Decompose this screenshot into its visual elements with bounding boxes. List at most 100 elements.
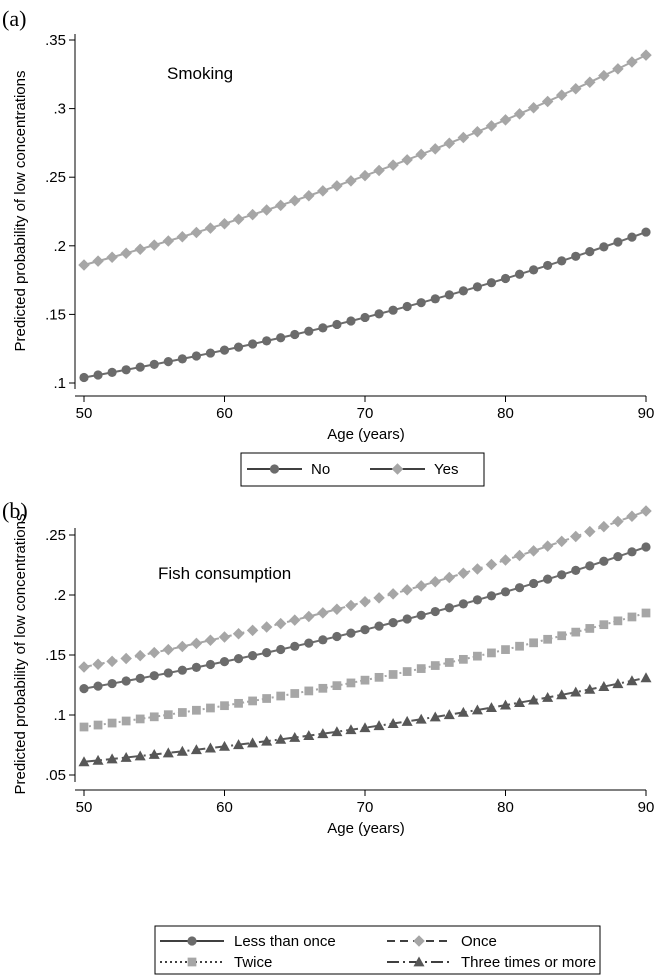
panel-b-data-point: [149, 671, 159, 681]
panel-b-data-point: [555, 535, 568, 548]
panel-b-data-point: [219, 657, 230, 667]
panel-b-legend-label: Once: [461, 933, 497, 950]
panel-a-data-point: [626, 56, 638, 68]
panel-b-y-ticks: .05 .1 .15 .2 .25: [45, 527, 75, 784]
panel-b-data-point: [529, 578, 539, 589]
panel-b-x-tick-label: 90: [638, 799, 655, 816]
panel-b-data-point: [190, 637, 203, 650]
panel-a-data-point: [513, 108, 526, 120]
panel-b-data-point: [387, 588, 399, 600]
panel-b-x-axis-title: Age (years): [327, 820, 405, 837]
panel-b-data-point: [134, 750, 146, 761]
panel-a-data-point: [276, 333, 286, 343]
panel-b-x-tick-label: 50: [76, 799, 93, 816]
panel-b-data-point: [612, 678, 624, 689]
panel-b-legend-item: Three times or more: [387, 954, 596, 971]
panel-b-data-point: [359, 722, 371, 733]
panel-a-data-point: [304, 326, 314, 336]
panel-b-data-point: [486, 591, 497, 601]
panel-b-data-point: [429, 575, 441, 588]
panel-a-data-point: [233, 342, 244, 352]
panel-b-data-point: [276, 644, 286, 655]
panel-a-data-point: [499, 114, 512, 126]
panel-b-data-point: [415, 713, 427, 724]
panel-b-data-point: [513, 549, 526, 562]
panel-b-data-point: [78, 756, 90, 767]
panel-b-data-point: [331, 726, 343, 737]
panel-a-legend-marker: [391, 463, 404, 475]
panel-b-data-point: [205, 659, 216, 670]
panel-a-data-point: [443, 137, 456, 149]
panel-b-data-point: [501, 645, 510, 654]
panel-b-y-tick-label: .05: [45, 767, 66, 784]
panel-a-x-tick-label: 80: [497, 405, 514, 422]
panel-a-data-point: [543, 260, 553, 271]
panel-b-data-point: [598, 520, 610, 533]
panel-b-data-point: [471, 563, 484, 575]
panel-a-data-point: [360, 312, 370, 323]
panel-b-data-point: [627, 612, 637, 622]
panel-b-data-point: [134, 649, 146, 662]
panel-b-data-point: [220, 701, 229, 711]
panel-b-data-point: [360, 625, 370, 635]
panel-a-data-point: [177, 354, 187, 364]
panel-b-data-point: [514, 697, 526, 708]
panel-b-data-point: [346, 628, 356, 638]
panel-a-y-tick-label: .3: [53, 101, 66, 118]
panel-a-data-point: [331, 180, 343, 192]
panel-b-legend-item: Less than once: [160, 933, 336, 950]
panel-b-data-point: [472, 595, 482, 605]
panel-b-data-point: [135, 714, 145, 724]
panel-b-data-point: [570, 686, 582, 697]
panel-b-data-point: [121, 676, 131, 686]
panel-b-data-point: [458, 654, 468, 664]
panel-a-series-line: [83, 54, 647, 266]
panel-a-legend-entries: No Yes: [247, 461, 458, 478]
panel-b-series-three-times-or-more: [78, 672, 652, 767]
panel-a-series-yes: [78, 49, 652, 271]
panel-b-data-point: [78, 661, 90, 673]
panel-a-data-point: [429, 143, 441, 155]
panel-b-data-point: [415, 580, 427, 592]
panel-b-data-point: [232, 627, 245, 640]
panel-a-x-tick-label: 60: [216, 405, 233, 422]
panel-b-data-point: [248, 696, 257, 706]
panel-b-data-point: [107, 718, 117, 728]
panel-b-data-point: [120, 751, 132, 762]
panel-b-legend-item: Once: [387, 933, 497, 950]
panel-b-data-point: [402, 614, 412, 624]
panel-a-data-point: [401, 154, 413, 166]
panel-b-data-point: [234, 698, 243, 708]
panel-b-data-point: [93, 681, 103, 691]
panel-a-data-point: [373, 164, 385, 177]
panel-a-legend-item: No: [247, 461, 330, 478]
panel-a-data-point: [415, 148, 427, 161]
panel-b-data-point: [303, 730, 315, 741]
panel-a-data-point: [571, 251, 581, 261]
panel-a-data-point: [585, 247, 595, 257]
panel-b-data-point: [148, 646, 160, 659]
panel-a-x-tick-label: 50: [76, 405, 93, 422]
panel-b-data-point: [317, 607, 329, 619]
panel-a-data-point: [613, 237, 623, 247]
panel-a-data-point: [163, 357, 173, 367]
panel-b-data-point: [204, 742, 216, 753]
panel-b-data-point: [148, 748, 160, 759]
panel-b-data-point: [584, 683, 596, 694]
panel-a-x-ticks: 50 60 70 80 90: [76, 396, 654, 422]
panel-a-data-point: [79, 372, 89, 383]
panel-a-data-point: [162, 235, 175, 247]
panel-b-data-point: [275, 733, 287, 744]
panel-a-legend: No Yes: [240, 452, 485, 487]
panel-b-data-point: [557, 631, 567, 641]
panel-b-data-point: [247, 737, 259, 748]
panel-b-data-point: [471, 704, 483, 715]
panel-b-data-point: [373, 592, 385, 604]
panel-a-data-point: [218, 217, 231, 230]
panel-a-data-point: [92, 255, 104, 267]
panel-b-data-point: [177, 708, 187, 717]
panel-a-data-point: [641, 227, 651, 237]
panel-a-y-tick-label: .35: [45, 32, 66, 49]
panel-b-data-point: [499, 699, 512, 710]
